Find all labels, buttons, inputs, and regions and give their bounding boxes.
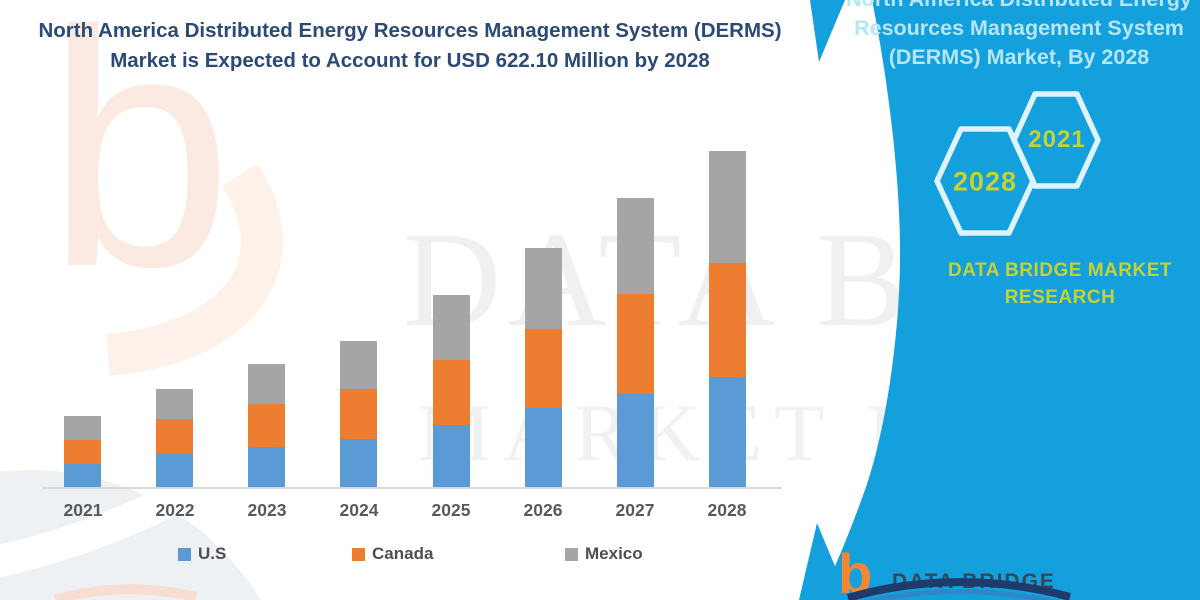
hexagon-2021-icon xyxy=(1011,91,1101,189)
bar-segment-canada xyxy=(248,404,286,447)
banner-title-line3: (DERMS) Market, By 2028 xyxy=(888,45,1150,69)
bar-segment-canada xyxy=(524,329,562,408)
bar-2024 xyxy=(340,341,378,487)
bar-2026 xyxy=(524,248,562,487)
bar-segment-us xyxy=(64,464,101,487)
bar-chart-bars xyxy=(64,142,746,487)
legend-item-us: U.S xyxy=(178,544,226,564)
legend-label-us: U.S xyxy=(198,544,227,563)
x-axis-label-2026: 2026 xyxy=(523,500,563,520)
bar-segment-mexico xyxy=(64,416,101,440)
x-axis-label-2021: 2021 xyxy=(63,500,103,520)
bar-segment-us xyxy=(248,447,286,487)
bar-segment-mexico xyxy=(524,248,562,329)
banner-edge-sliver-bottom xyxy=(799,523,849,600)
legend-label-canada: Canada xyxy=(372,544,434,563)
brand-text-line2: RESEARCH xyxy=(1004,287,1116,308)
x-axis-label-2028: 2028 xyxy=(707,500,747,520)
bar-2023 xyxy=(248,364,286,487)
hexagon-2021-label: 2021 xyxy=(1028,126,1086,153)
page-title-line1: North America Distributed Energy Resourc… xyxy=(38,19,782,42)
banner-title: North America Distributed Energy Resourc… xyxy=(845,0,1193,72)
bar-segment-canada xyxy=(616,294,654,394)
x-axis-label-2023: 2023 xyxy=(247,500,287,520)
brand-text-line1: DATA BRIDGE MARKET xyxy=(948,260,1172,281)
legend-swatch-canada xyxy=(352,547,365,561)
bar-segment-mexico xyxy=(616,198,654,294)
legend-item-canada: Canada xyxy=(352,544,433,564)
banner-main-shape xyxy=(820,0,1200,600)
bar-segment-canada xyxy=(64,440,101,464)
page-title-line2: Market is Expected to Account for USD 62… xyxy=(110,49,710,72)
legend-item-mexico: Mexico xyxy=(565,544,643,564)
bar-segment-canada xyxy=(708,263,746,377)
page-title: North America Distributed Energy Resourc… xyxy=(0,16,820,76)
banner-title-line2: Resources Management System xyxy=(854,16,1184,40)
bar-segment-mexico xyxy=(156,389,194,419)
legend-swatch-mexico xyxy=(565,547,578,561)
data-bridge-b-watermark-icon: b xyxy=(46,0,233,337)
legend-label-mexico: Mexico xyxy=(585,544,643,563)
bar-segment-canada xyxy=(340,389,378,439)
bar-segment-us xyxy=(524,408,562,487)
brand-text: DATA BRIDGE MARKET RESEARCH xyxy=(905,257,1200,311)
bar-segment-us xyxy=(708,377,746,487)
bar-segment-us xyxy=(616,394,654,487)
bar-segment-mexico xyxy=(248,364,286,404)
bar-segment-canada xyxy=(156,419,194,454)
bar-segment-us xyxy=(340,439,378,487)
bar-2022 xyxy=(156,389,194,487)
legend-swatch-us xyxy=(178,547,191,561)
bar-2028 xyxy=(708,151,746,487)
bar-segment-mexico xyxy=(432,295,470,360)
bar-2021 xyxy=(64,416,101,487)
x-axis-label-2022: 2022 xyxy=(155,500,195,520)
banner-title-line1: North America Distributed Energy xyxy=(845,0,1193,14)
x-axis-label-2025: 2025 xyxy=(431,500,471,520)
bar-segment-mexico xyxy=(708,151,746,263)
bar-segment-canada xyxy=(432,360,470,425)
x-axis-label-2027: 2027 xyxy=(615,500,655,520)
bar-segment-us xyxy=(432,425,470,487)
bar-segment-us xyxy=(156,454,194,487)
hexagon-2028-label: 2028 xyxy=(952,166,1018,197)
x-axis-line xyxy=(42,487,782,489)
bar-2027 xyxy=(616,198,654,487)
x-axis-labels: 2021 2022 2023 2024 2025 2026 2027 2028 xyxy=(37,500,773,521)
x-axis-label-2024: 2024 xyxy=(339,500,379,520)
hexagon-icons xyxy=(934,91,1101,236)
banner-edge-sliver-top xyxy=(810,0,845,62)
bar-2025 xyxy=(432,295,470,487)
bar-segment-mexico xyxy=(340,341,378,389)
